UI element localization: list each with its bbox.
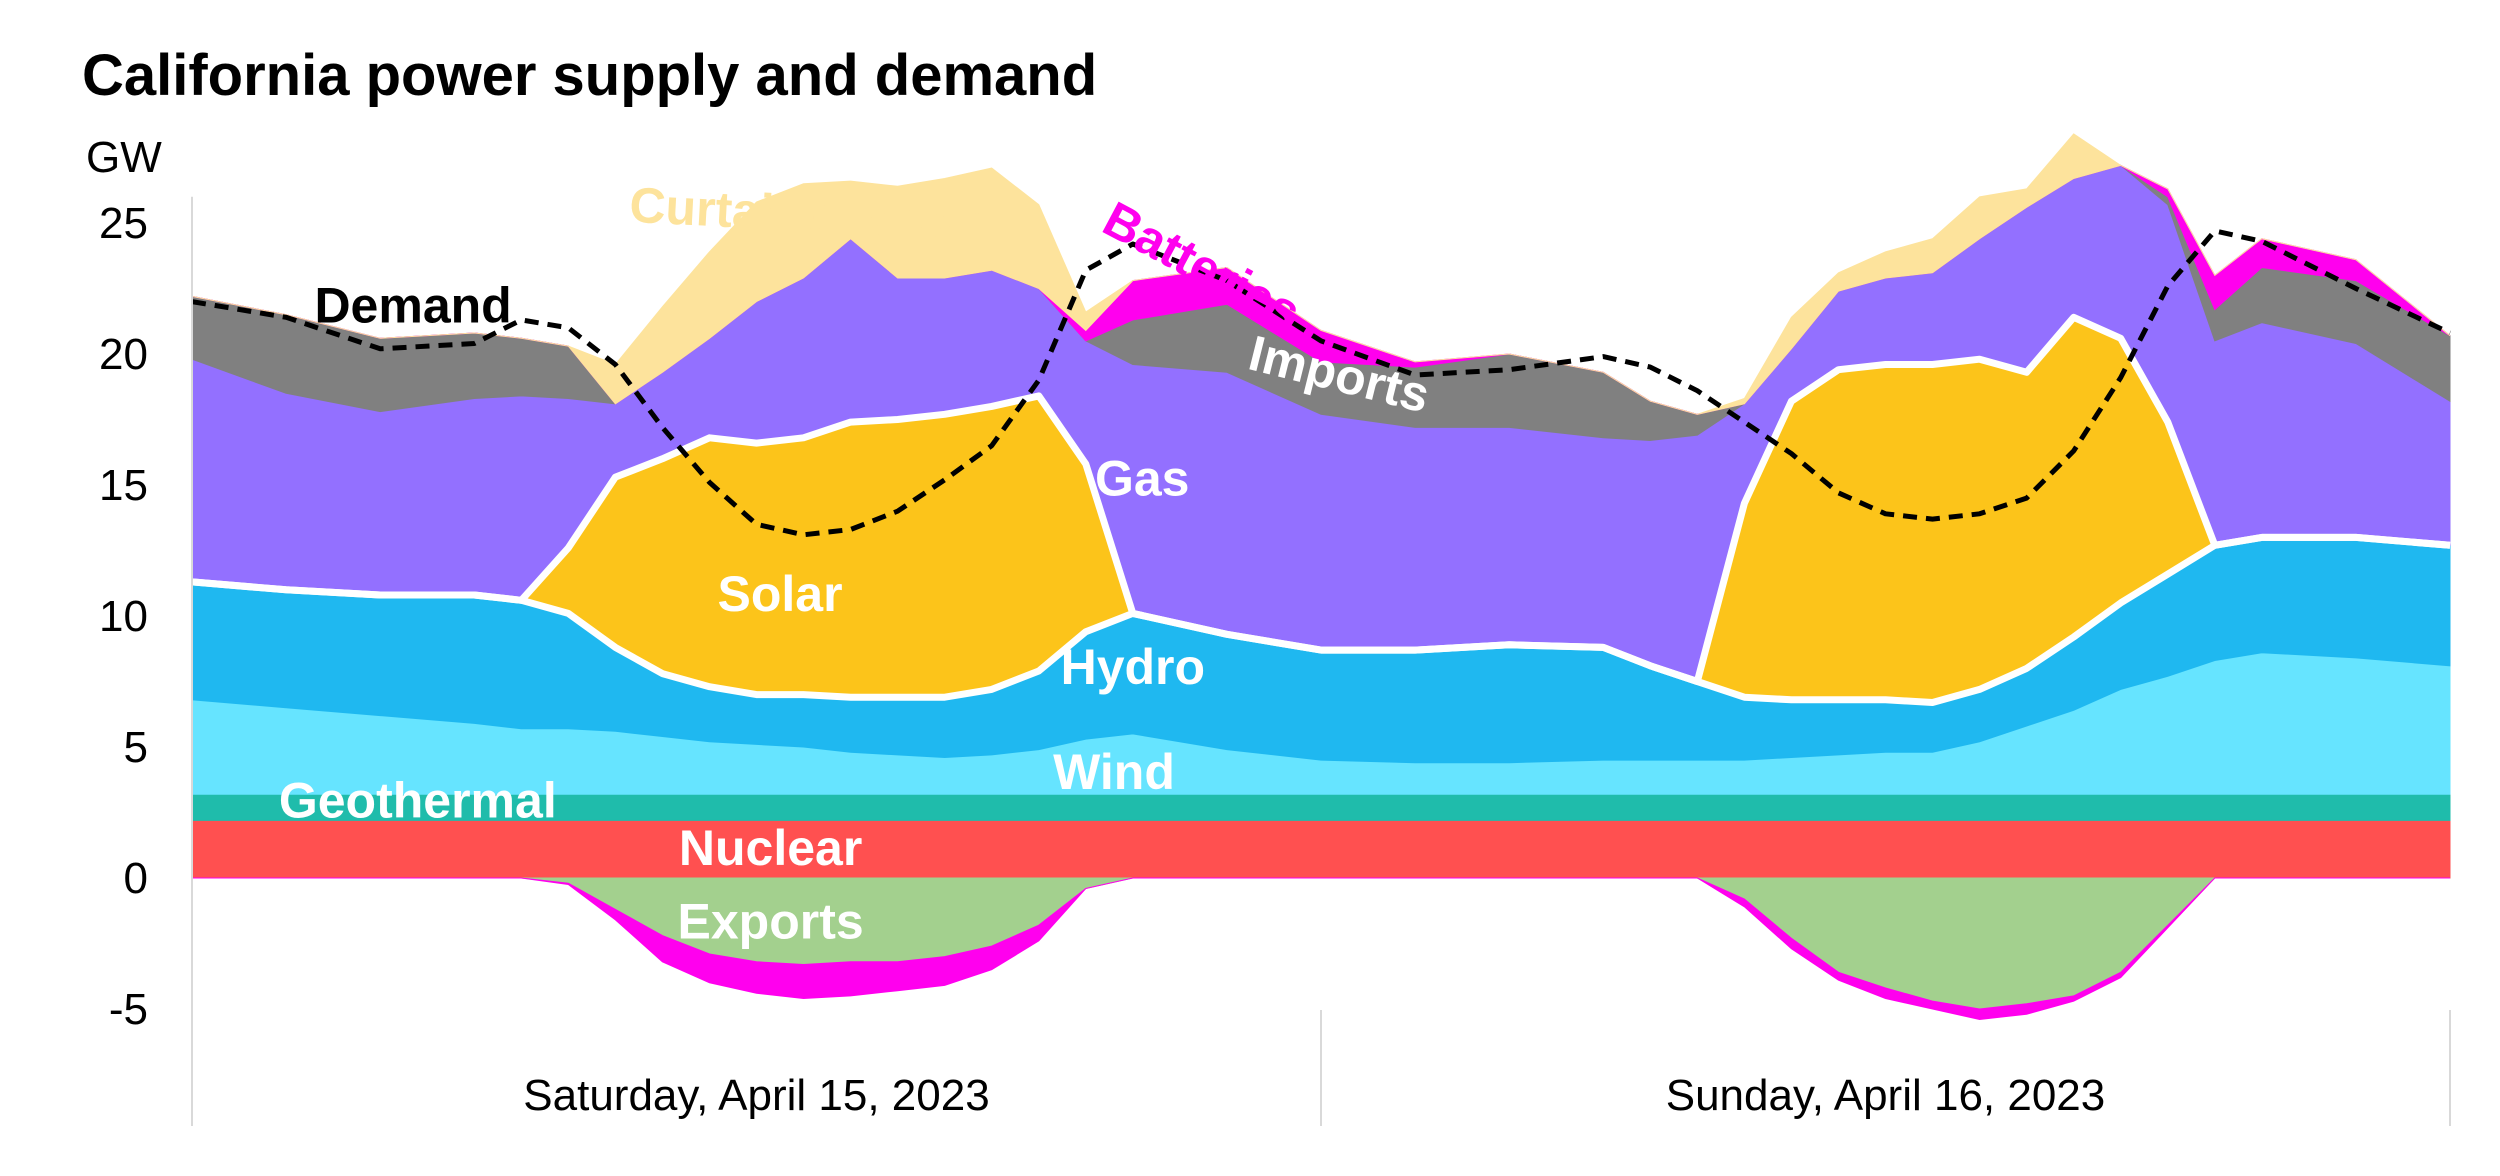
label-solar: Solar <box>717 566 842 622</box>
overlays <box>191 228 2452 706</box>
label-wind: Wind <box>1053 744 1175 800</box>
y-axis-unit: GW <box>86 133 162 182</box>
y-tick-label: 25 <box>99 199 148 248</box>
area-battery-charging <box>192 877 2450 1021</box>
area-curtailed-solar <box>191 133 2451 415</box>
y-tick-label: 10 <box>99 592 148 641</box>
day-label: Saturday, April 15, 2023 <box>523 1071 989 1120</box>
area-layers <box>191 133 2451 1021</box>
area-exports <box>192 877 2450 1010</box>
label-nuclear: Nuclear <box>679 820 862 876</box>
label-hydro: Hydro <box>1061 639 1205 695</box>
chart-title: California power supply and demand <box>82 43 1098 108</box>
label-demand: Demand <box>314 278 511 334</box>
y-tick-label: 0 <box>124 854 148 903</box>
y-tick-label: 20 <box>99 330 148 379</box>
y-tick-label: 5 <box>124 723 148 772</box>
axes: 25 20 15 10 5 0 -5 GW Saturday, April 15, 2023 Su… <box>86 133 2451 1126</box>
demand-line <box>191 228 2452 538</box>
area-nuclear <box>191 819 2451 879</box>
day-label: Sunday, April 16, 2023 <box>1666 1071 2106 1120</box>
label-geothermal: Geothermal <box>279 773 557 829</box>
y-tick-label: -5 <box>109 985 148 1034</box>
label-exports: Exports <box>678 893 864 949</box>
label-gas: Gas <box>1095 450 1190 506</box>
boundary-solar <box>191 313 2451 685</box>
y-tick-label: 15 <box>99 461 148 510</box>
